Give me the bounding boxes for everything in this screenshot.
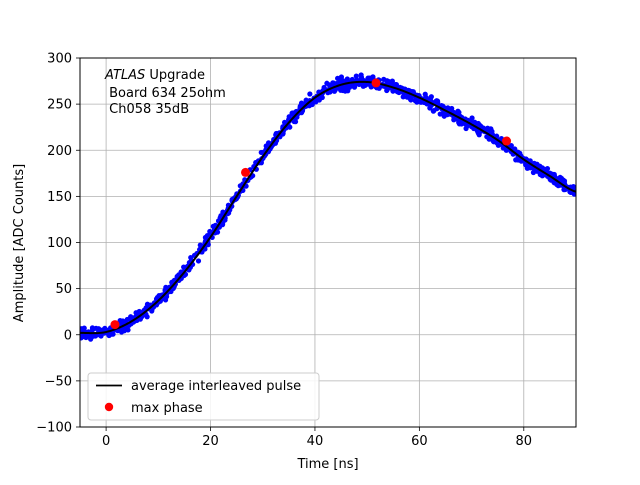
sample-point (384, 87, 390, 93)
sample-point (396, 89, 402, 96)
sample-point (358, 72, 364, 78)
sample-point (340, 87, 346, 94)
sample-point (400, 94, 406, 100)
y-tick-label: 250 (47, 98, 72, 113)
plot-area (80, 72, 576, 342)
sample-point (281, 119, 288, 126)
sample-point (298, 100, 305, 106)
legend: average interleaved pulse max phase (87, 372, 320, 421)
sample-point (303, 97, 309, 103)
x-tick-label: 20 (202, 434, 219, 449)
y-tick-label: 0 (64, 328, 72, 343)
sample-point (537, 163, 543, 169)
sample-point (102, 325, 108, 331)
sample-point (326, 82, 332, 88)
sample-point (163, 284, 169, 290)
sample-point (197, 242, 203, 248)
sample-point (469, 115, 475, 121)
x-tick-label: 0 (102, 434, 110, 449)
sample-point (80, 326, 85, 332)
x-tick-label: 60 (411, 434, 428, 449)
sample-point (353, 73, 359, 79)
sample-point (291, 118, 297, 125)
annotation-atlas: ATLAS (104, 68, 145, 83)
y-tick-label: 150 (47, 190, 72, 205)
y-tick-label: 100 (47, 236, 72, 251)
max-phase-point (110, 320, 120, 330)
max-phase-point (241, 167, 251, 177)
sample-point (508, 143, 514, 149)
sample-point (437, 111, 443, 117)
annotation-upgrade: Upgrade (145, 68, 205, 83)
y-tick-label: 50 (55, 282, 72, 297)
y-tick-label: 300 (47, 52, 72, 67)
plot-clip-group (80, 72, 576, 342)
sample-point (427, 105, 433, 111)
axis-ticks: 0 20 40 60 80 −100 −50 0 50 100 150 200 250 300 (36, 52, 532, 450)
sample-point (89, 325, 96, 331)
legend-marker-swatch (104, 402, 114, 412)
legend-box (87, 372, 320, 421)
sample-point (435, 99, 441, 106)
sample-point (347, 84, 353, 90)
sample-point (289, 110, 295, 116)
y-tick-label: 200 (47, 144, 72, 159)
sample-point (204, 232, 210, 239)
max-phase-point (502, 136, 512, 146)
max-phase-point (371, 78, 381, 88)
annotation-text: ATLAS Upgrade Board 634 25ohm Ch058 35dB (104, 68, 226, 117)
x-axis-label: Time [ns] (296, 457, 358, 472)
sample-point (418, 99, 424, 105)
sample-point (558, 177, 564, 183)
x-tick-label: 80 (516, 434, 533, 449)
y-tick-label: −50 (45, 374, 72, 389)
sample-point (381, 76, 387, 82)
legend-label-average-pulse: average interleaved pulse (131, 379, 301, 394)
average-pulse-line (80, 80, 576, 335)
y-axis-label: Amplitude [ADC Counts] (12, 164, 27, 322)
sample-point (571, 191, 576, 197)
y-tick-label: −100 (36, 421, 72, 436)
annotation-line-3: Ch058 35dB (105, 102, 189, 117)
sample-point (487, 127, 493, 133)
sample-point (408, 97, 414, 103)
sample-point (123, 326, 129, 332)
legend-label-max-phase: max phase (131, 401, 203, 416)
sample-point (307, 91, 313, 97)
sample-point (137, 316, 143, 322)
sample-point (188, 254, 194, 261)
sample-point (539, 173, 545, 179)
sample-point (441, 113, 447, 119)
sample-point (195, 258, 202, 264)
sample-point (431, 108, 437, 114)
sample-point (286, 114, 292, 120)
sample-point (360, 83, 366, 89)
x-tick-label: 40 (307, 434, 324, 449)
sample-point (80, 335, 84, 341)
sample-point (455, 108, 461, 114)
annotation-line-2: Board 634 25ohm (105, 86, 226, 101)
sample-point (456, 118, 462, 124)
sample-point (335, 75, 341, 81)
annotation-line-1: ATLAS Upgrade (104, 68, 205, 83)
